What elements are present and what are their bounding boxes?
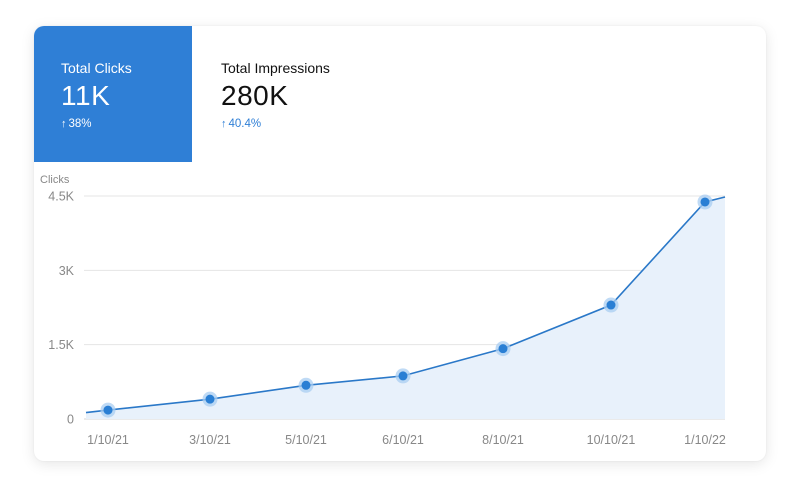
data-point bbox=[606, 300, 616, 310]
x-tick-label: 8/10/21 bbox=[482, 433, 524, 447]
x-tick-label: 5/10/21 bbox=[285, 433, 327, 447]
y-tick-label: 0 bbox=[67, 413, 74, 427]
x-axis: 1/10/21 3/10/21 5/10/21 6/10/21 8/10/21 10/10… bbox=[87, 433, 726, 447]
x-tick-label: 3/10/21 bbox=[189, 433, 231, 447]
total-impressions-tab[interactable]: Total Impressions 280K ↑ 40.4% bbox=[194, 26, 394, 162]
y-axis-label: Clicks bbox=[40, 174, 70, 186]
data-point bbox=[398, 371, 408, 381]
x-tick-label: 10/10/21 bbox=[587, 433, 636, 447]
arrow-up-icon: ↑ bbox=[221, 118, 227, 130]
x-tick-label: 6/10/21 bbox=[382, 433, 424, 447]
total-impressions-change-value: 40.4% bbox=[228, 118, 262, 130]
x-tick-label: 1/10/21 bbox=[87, 433, 129, 447]
data-points bbox=[100, 194, 713, 418]
y-tick-label: 1.5K bbox=[48, 338, 74, 352]
total-impressions-label: Total Impressions bbox=[221, 60, 330, 76]
total-clicks-change: ↑ 38% bbox=[61, 117, 192, 131]
total-impressions-change: ↑ 40.4% bbox=[221, 117, 394, 131]
total-clicks-tab[interactable]: Total Clicks 11K ↑ 38% bbox=[34, 26, 192, 162]
y-axis: 0 1.5K 3K 4.5K bbox=[48, 190, 74, 427]
total-clicks-value: 11K bbox=[61, 80, 111, 111]
data-point bbox=[498, 344, 508, 354]
data-point bbox=[301, 380, 311, 390]
data-point bbox=[205, 394, 215, 404]
y-tick-label: 3K bbox=[59, 264, 75, 278]
data-point bbox=[700, 197, 710, 207]
data-point bbox=[103, 405, 113, 415]
arrow-up-icon: ↑ bbox=[61, 118, 67, 130]
total-impressions-value: 280K bbox=[221, 80, 289, 111]
total-clicks-change-value: 38% bbox=[68, 118, 92, 130]
y-tick-label: 4.5K bbox=[48, 190, 74, 204]
total-clicks-label: Total Clicks bbox=[61, 60, 132, 76]
x-tick-label: 1/10/22 bbox=[684, 433, 726, 447]
series-area bbox=[86, 196, 725, 419]
